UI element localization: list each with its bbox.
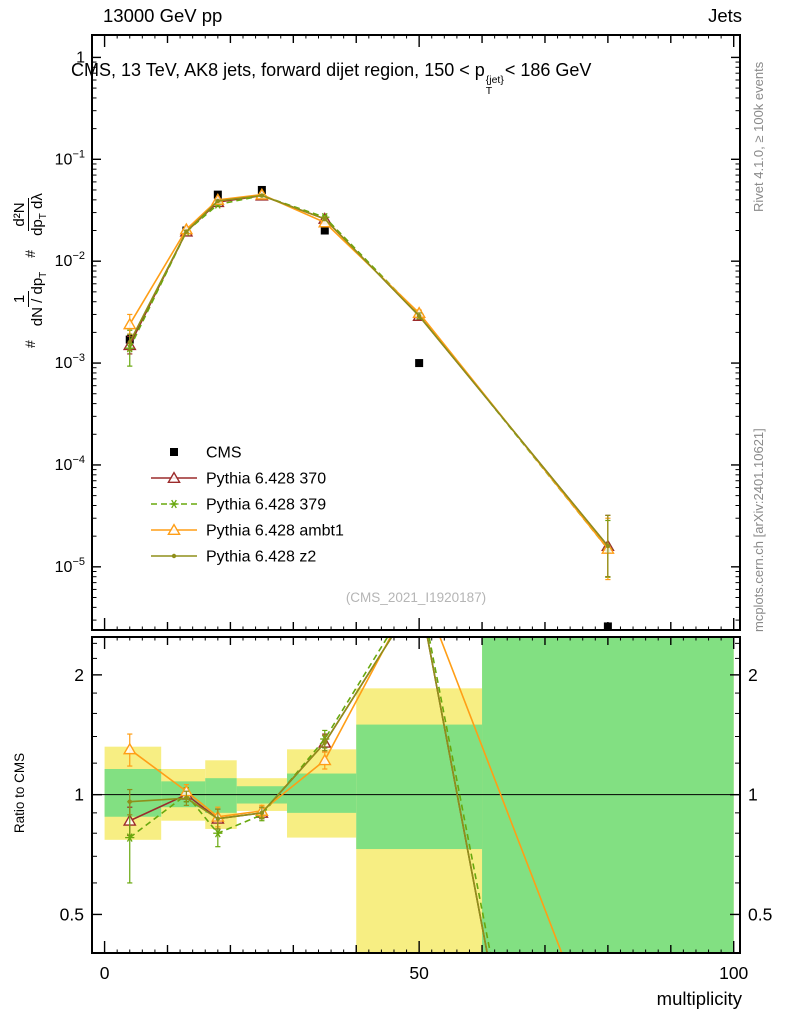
pt-jet-superscript: {jet}	[485, 74, 504, 86]
main-series-1	[122, 188, 615, 578]
green-band-bin	[287, 773, 357, 813]
svg-text:10−2: 10−2	[55, 250, 85, 270]
x-axis-label: multiplicity	[656, 988, 742, 1009]
svg-text:2: 2	[74, 665, 84, 685]
axis-ticks	[92, 35, 740, 954]
ylabel-fraction-2: d²N dpT dλ	[10, 193, 49, 236]
ylabel-hash-2: #	[22, 249, 38, 258]
svg-text:10−5: 10−5	[55, 556, 85, 576]
legend-label-3: Pythia 6.428 ambt1	[206, 523, 344, 540]
analysis-id-watermark: (CMS_2021_I1920187)	[345, 590, 487, 605]
green-band-bin	[356, 724, 483, 850]
main-series-3	[122, 187, 615, 581]
legend-label-2: Pythia 6.428 379	[206, 497, 326, 514]
svg-text:0.5: 0.5	[748, 904, 772, 924]
svg-text:1: 1	[748, 785, 758, 805]
pt-jet-subscript: T	[485, 85, 493, 98]
main-series-4	[127, 193, 611, 578]
plot-title: CMS, 13 TeV, AK8 jets, forward dijet reg…	[71, 60, 591, 97]
svg-text:0.5: 0.5	[60, 904, 84, 924]
green-band-bin	[205, 778, 237, 813]
ylabel-fraction-1: 1 dN / dpT	[10, 271, 49, 327]
ratio-series-layer	[122, 637, 563, 953]
svg-text:1: 1	[76, 49, 85, 66]
main-series-2	[125, 191, 613, 578]
main-series-0	[125, 185, 612, 630]
svg-text:50: 50	[409, 963, 429, 983]
ylabel-hash-1: #	[22, 340, 38, 348]
main-series-layer	[122, 185, 615, 630]
svg-text:0: 0	[100, 963, 110, 983]
svg-text:1: 1	[74, 785, 84, 805]
svg-text:2: 2	[748, 665, 758, 685]
legend-label-4: Pythia 6.428 z2	[206, 549, 316, 566]
legend: CMS Pythia 6.428 370 Pythia 6.428 379 Pythi…	[151, 445, 344, 566]
analysis-group-label: Jets	[708, 5, 742, 26]
svg-text:10−3: 10−3	[55, 352, 85, 372]
ratio-series-4	[127, 637, 488, 953]
plot-title-text-end: < 186 GeV	[504, 60, 592, 80]
legend-label-1: Pythia 6.428 370	[206, 471, 326, 488]
svg-text:10−4: 10−4	[55, 454, 85, 474]
legend-label-0: CMS	[206, 445, 242, 462]
main-plot-frame	[91, 34, 741, 631]
rivet-version-note: Rivet 4.1.0, ≥ 100k events	[751, 61, 766, 212]
ratio-y-axis-label: Ratio to CMS	[12, 752, 27, 834]
plot-title-text: CMS, 13 TeV, AK8 jets, forward dijet reg…	[71, 60, 485, 80]
main-y-axis-label: # 1 dN / dpT # d²N dpT dλ	[8, 38, 52, 348]
svg-text:10−1: 10−1	[55, 148, 85, 168]
pt-jet-stack: {jet} T	[485, 74, 504, 98]
green-band-bin	[104, 769, 162, 817]
svg-text:100: 100	[719, 963, 748, 983]
mcplots-reference-note: mcplots.cern.ch [arXiv:2401.10621]	[751, 428, 766, 632]
beam-energy-label: 13000 GeV pp	[103, 5, 223, 26]
